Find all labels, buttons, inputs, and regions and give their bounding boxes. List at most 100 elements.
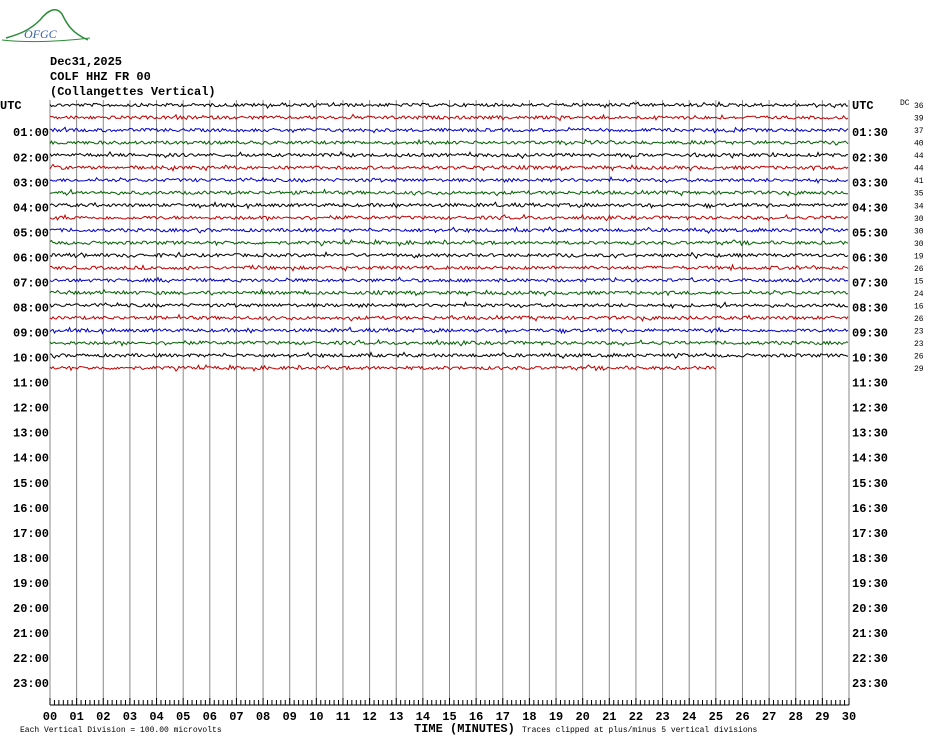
right-label: 13:30: [852, 427, 888, 441]
left-label: 12:00: [13, 402, 49, 416]
right-label: 04:30: [852, 201, 888, 215]
x-tick-label: 29: [815, 710, 829, 724]
left-label: 05:00: [13, 226, 49, 240]
trace: [49, 313, 849, 322]
right-label: 17:30: [852, 527, 888, 541]
trace: [49, 250, 849, 260]
left-label: 19:00: [13, 577, 49, 591]
x-tick-label: 30: [842, 710, 856, 724]
x-tick-label: 17: [496, 710, 510, 724]
footer-left: Each Vertical Division = 100.00 microvol…: [20, 726, 222, 735]
x-tick-label: 21: [602, 710, 616, 724]
left-label: 07:00: [13, 276, 49, 290]
trace: [49, 100, 849, 109]
x-tick-label: 16: [469, 710, 483, 724]
right-label: 01:30: [852, 126, 888, 140]
left-label: UTC: [0, 99, 22, 113]
trace: [49, 351, 849, 360]
left-label: 09:00: [13, 327, 49, 341]
dc-value: 37: [914, 127, 924, 136]
right-label: 18:30: [852, 552, 888, 566]
right-label: 12:30: [852, 402, 888, 416]
right-label: 07:30: [852, 276, 888, 290]
right-label: 03:30: [852, 176, 888, 190]
x-tick-label: 10: [309, 710, 323, 724]
trace: [49, 150, 849, 160]
x-tick-label: 05: [176, 710, 190, 724]
dc-value: 30: [914, 227, 924, 236]
logo-text: OFGC: [24, 27, 58, 41]
left-label: 21:00: [13, 627, 49, 641]
x-tick-label: 27: [762, 710, 776, 724]
trace: [49, 163, 849, 173]
x-tick-label: 03: [123, 710, 137, 724]
left-label: 18:00: [13, 552, 49, 566]
dc-value: 26: [914, 265, 924, 274]
left-label: 08:00: [13, 301, 49, 315]
left-label: 01:00: [13, 126, 49, 140]
left-label: 04:00: [13, 201, 49, 215]
logo-curve: [5, 9, 89, 41]
right-label: 10:30: [852, 352, 888, 366]
dc-value: 29: [914, 365, 924, 374]
trace: [49, 301, 848, 310]
trace: [49, 338, 849, 347]
trace: [49, 288, 849, 297]
trace: [49, 175, 849, 184]
x-tick-label: 07: [229, 710, 243, 724]
trace: [49, 326, 849, 335]
x-tick-label: 15: [442, 710, 456, 724]
trace: [49, 113, 849, 122]
dc-value: 40: [914, 140, 924, 149]
right-label: 08:30: [852, 301, 888, 315]
x-tick-label: 19: [549, 710, 563, 724]
trace: [49, 238, 849, 247]
dc-value: 44: [914, 152, 924, 161]
x-tick-label: 28: [789, 710, 803, 724]
trace: [49, 188, 849, 197]
right-label: 21:30: [852, 627, 888, 641]
x-tick-label: 13: [389, 710, 403, 724]
x-tick-label: 11: [336, 710, 350, 724]
trace: [49, 226, 849, 234]
right-label: 19:30: [852, 577, 888, 591]
x-tick-label: 24: [682, 710, 696, 724]
right-label: 09:30: [852, 327, 888, 341]
footer-right: Traces clipped at plus/minus 5 vertical …: [522, 726, 757, 735]
left-label: 14:00: [13, 452, 49, 466]
right-label: 20:30: [852, 602, 888, 616]
right-label: 14:30: [852, 452, 888, 466]
trace: [49, 126, 849, 134]
left-label: 10:00: [13, 352, 49, 366]
left-label: 02:00: [13, 151, 49, 165]
dc-value: 44: [914, 165, 924, 174]
x-tick-label: 01: [69, 710, 83, 724]
x-tick-label: 02: [96, 710, 110, 724]
x-tick-label: 09: [282, 710, 296, 724]
right-label: 02:30: [852, 151, 888, 165]
dc-value: 26: [914, 315, 924, 324]
dc-value: 23: [914, 327, 924, 336]
left-label: 06:00: [13, 251, 49, 265]
left-label: 11:00: [13, 377, 49, 391]
trace: [49, 276, 849, 283]
dc-label: DC: [900, 99, 910, 108]
station: COLF HHZ FR 00: [50, 70, 151, 84]
dc-value: 36: [914, 102, 924, 111]
left-label: 22:00: [13, 652, 49, 666]
trace: [49, 138, 849, 146]
dc-value: 30: [914, 240, 924, 249]
left-label: 16:00: [13, 502, 49, 516]
date: Dec31,2025: [50, 55, 122, 69]
right-label: 11:30: [852, 377, 888, 391]
trace: [49, 363, 717, 373]
x-tick-label: 00: [43, 710, 57, 724]
left-label: 17:00: [13, 527, 49, 541]
left-label: 13:00: [13, 427, 49, 441]
dc-value: 16: [914, 302, 924, 311]
right-label: UTC: [852, 99, 874, 113]
right-label: 23:30: [852, 677, 888, 691]
dc-value: 39: [914, 115, 924, 124]
dc-value: 30: [914, 215, 924, 224]
